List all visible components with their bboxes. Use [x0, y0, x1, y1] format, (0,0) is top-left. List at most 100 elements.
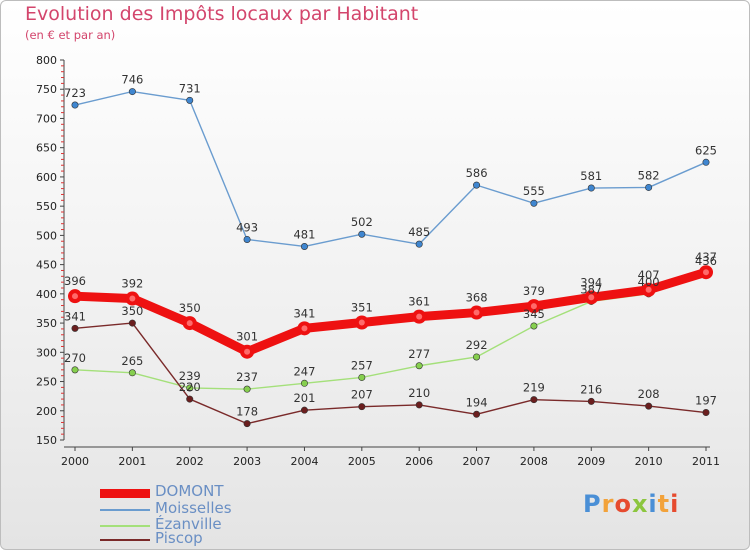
data-point — [473, 410, 481, 418]
data-label: 247 — [293, 364, 315, 378]
data-point-core — [129, 295, 136, 302]
y-tick-label: 400 — [36, 288, 57, 301]
data-label: 207 — [351, 388, 373, 402]
data-label: 351 — [351, 300, 373, 314]
data-point-core — [301, 325, 308, 332]
data-point — [473, 353, 481, 361]
legend-swatch — [100, 489, 150, 498]
data-label: 178 — [236, 405, 258, 419]
y-tick-label: 750 — [36, 83, 57, 96]
data-point-core — [645, 286, 652, 293]
data-label: 301 — [236, 330, 258, 344]
data-point — [243, 235, 251, 243]
data-point — [415, 401, 423, 409]
data-label: 350 — [179, 301, 201, 315]
x-tick-label: 2005 — [348, 455, 376, 468]
data-point-core — [72, 293, 78, 300]
y-tick-label: 700 — [36, 112, 57, 125]
y-tick-label: 150 — [36, 434, 57, 447]
legend-swatch — [100, 525, 150, 527]
x-tick-label: 2011 — [692, 455, 720, 468]
data-label: 210 — [408, 386, 430, 400]
data-point — [300, 379, 308, 387]
x-tick-label: 2006 — [405, 455, 433, 468]
data-point — [243, 385, 251, 393]
data-point — [587, 184, 595, 192]
data-point — [243, 420, 251, 428]
data-point — [358, 403, 366, 411]
x-tick-label: 2000 — [61, 455, 89, 468]
data-point — [128, 369, 136, 377]
data-label: 220 — [179, 380, 201, 394]
data-label: 197 — [695, 394, 717, 408]
y-tick-label: 450 — [36, 259, 57, 272]
proxiti-logo: Proxiti — [583, 490, 680, 518]
data-label: 723 — [64, 86, 86, 100]
data-point — [186, 384, 194, 392]
data-label: 341 — [64, 309, 86, 323]
data-point — [530, 322, 538, 330]
data-point — [530, 199, 538, 207]
chart-subtitle: (en € et par an) — [25, 28, 116, 42]
data-point — [415, 362, 423, 370]
data-point — [530, 396, 538, 404]
data-point — [645, 402, 653, 410]
legend-label: Moisselles — [155, 499, 232, 517]
y-tick-label: 300 — [36, 346, 57, 359]
data-label: 237 — [236, 370, 258, 384]
data-label: 731 — [179, 81, 201, 95]
data-point — [358, 230, 366, 238]
data-label: 257 — [351, 358, 373, 372]
data-label: 555 — [523, 184, 545, 198]
data-label: 379 — [523, 284, 545, 298]
data-point — [300, 242, 308, 250]
y-tick-label: 550 — [36, 200, 57, 213]
legend-swatch — [100, 539, 150, 541]
y-tick-label: 800 — [36, 54, 57, 67]
data-point-core — [416, 313, 423, 320]
data-label: 368 — [466, 291, 488, 305]
data-point-core — [358, 319, 365, 326]
data-label: 194 — [466, 395, 488, 409]
legend-label: DOMONT — [155, 482, 224, 500]
x-tick-label: 2008 — [520, 455, 548, 468]
data-point — [300, 406, 308, 414]
data-label: 345 — [523, 307, 545, 321]
data-point — [473, 181, 481, 189]
x-tick-label: 2001 — [118, 455, 146, 468]
data-point — [645, 183, 653, 191]
y-tick-label: 500 — [36, 229, 57, 242]
data-point — [71, 366, 79, 374]
data-label: 387 — [580, 282, 602, 296]
data-point — [702, 409, 710, 417]
y-tick-label: 650 — [36, 142, 57, 155]
x-tick-label: 2010 — [635, 455, 663, 468]
data-label: 265 — [121, 354, 143, 368]
data-point — [358, 373, 366, 381]
data-point-core — [588, 294, 595, 301]
data-point — [186, 395, 194, 403]
data-point-core — [530, 303, 537, 310]
y-tick-label: 250 — [36, 376, 57, 389]
data-label: 436 — [695, 254, 717, 268]
data-label: 581 — [580, 169, 602, 183]
data-label: 219 — [523, 381, 545, 395]
data-point — [71, 324, 79, 332]
data-label: 292 — [466, 338, 488, 352]
x-tick-label: 2004 — [290, 455, 318, 468]
data-point — [702, 158, 710, 166]
y-tick-label: 600 — [36, 171, 57, 184]
x-tick-label: 2009 — [577, 455, 605, 468]
data-label: 201 — [293, 391, 315, 405]
data-label: 341 — [293, 306, 315, 320]
data-point — [71, 101, 79, 109]
data-label: 239 — [179, 369, 201, 383]
data-point — [415, 240, 423, 248]
data-label: 216 — [580, 382, 602, 396]
data-point-core — [473, 309, 480, 316]
data-label: 277 — [408, 347, 430, 361]
data-label: 208 — [638, 387, 660, 401]
data-point — [128, 88, 136, 96]
data-label: 485 — [408, 225, 430, 239]
data-label: 493 — [236, 220, 258, 234]
